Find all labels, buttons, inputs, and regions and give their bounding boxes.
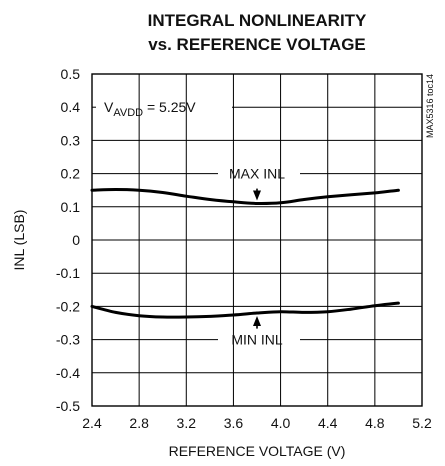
- chart-title-line-1: INTEGRAL NONLINEARITY: [148, 11, 367, 30]
- x-tick-label: 3.2: [177, 415, 197, 431]
- x-tick-label: 3.6: [224, 415, 244, 431]
- y-axis-label: INL (LSB): [11, 210, 27, 271]
- series-lines: [90, 188, 400, 319]
- figure-code: MAX5316 toc14: [425, 74, 435, 138]
- arrowhead: [253, 316, 261, 327]
- y-tick-label: 0.2: [61, 166, 81, 182]
- x-tick-label: 4.8: [365, 415, 385, 431]
- y-tick-label: -0.1: [56, 265, 80, 281]
- annotation-min-inl: MIN INL: [231, 332, 283, 348]
- annotations: MAX INL MIN INL VAVDD = 5.25V MAX5316 toc14: [104, 74, 435, 348]
- y-tick-label: -0.5: [56, 398, 80, 414]
- plot-frame: [91, 73, 423, 407]
- x-tick-label: 2.8: [129, 415, 149, 431]
- axis-ticks: 0.5 0.4 0.3 0.2 0.1 0 -0.1 -0.2 -0.3 -0.4 -0.52.4 2…: [56, 66, 432, 431]
- series-line-max-inl: [90, 188, 400, 206]
- arrowhead: [253, 190, 261, 201]
- y-tick-label: -0.2: [56, 298, 80, 314]
- series-line-min-inl: [90, 301, 400, 319]
- y-tick-label: 0: [72, 232, 80, 248]
- x-tick-label: 4.0: [271, 415, 291, 431]
- chart-title-line-2: vs. REFERENCE VOLTAGE: [148, 35, 366, 54]
- y-tick-label: 0.5: [61, 66, 81, 82]
- x-tick-label: 5.2: [412, 415, 432, 431]
- y-tick-label: -0.4: [56, 365, 80, 381]
- x-tick-label: 4.4: [318, 415, 338, 431]
- x-axis-label: REFERENCE VOLTAGE (V): [169, 443, 346, 459]
- y-tick-label: 0.4: [61, 99, 81, 115]
- annotation-max-inl: MAX INL: [229, 166, 285, 182]
- x-tick-label: 2.4: [82, 415, 102, 431]
- y-tick-label: -0.3: [56, 332, 80, 348]
- condition-label: VAVDD = 5.25V: [104, 99, 196, 119]
- y-tick-label: 0.3: [61, 132, 81, 148]
- grid-lines: [92, 74, 422, 406]
- y-tick-label: 0.1: [61, 199, 81, 215]
